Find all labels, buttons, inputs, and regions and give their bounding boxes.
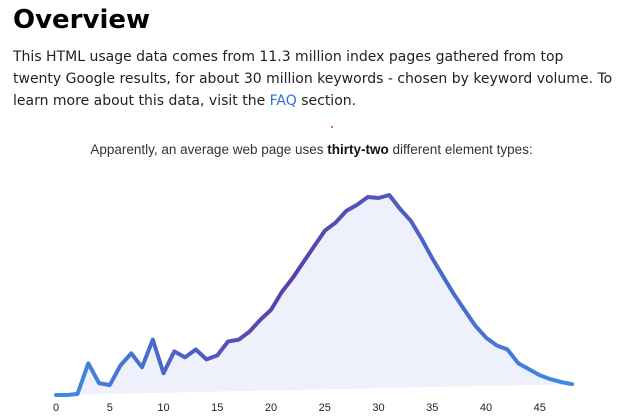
caption-text: Apparently, an average web page uses bbox=[90, 142, 328, 157]
x-axis-ticks: 0 5 10 15 20 25 30 35 40 45 bbox=[53, 402, 546, 414]
intro-text-end: section. bbox=[296, 93, 357, 109]
intro-paragraph: This HTML usage data comes from 11.3 mil… bbox=[13, 46, 613, 112]
series-line-layer bbox=[54, 193, 574, 397]
area-fill bbox=[56, 195, 572, 395]
x-tick-label: 40 bbox=[480, 402, 492, 414]
x-tick-label: 25 bbox=[319, 402, 331, 414]
x-tick-label: 15 bbox=[211, 402, 223, 414]
caption-text-end: different element types: bbox=[388, 142, 533, 157]
x-tick-label: 35 bbox=[426, 402, 438, 414]
faq-link[interactable]: FAQ bbox=[269, 93, 297, 109]
x-tick-label: 10 bbox=[157, 402, 169, 414]
area-fill-layer bbox=[56, 195, 572, 395]
element-types-chart: 0 5 10 15 20 25 30 35 40 45 bbox=[53, 193, 574, 414]
caption-emphasis: thirty-two bbox=[327, 142, 389, 157]
x-tick-label: 0 bbox=[53, 402, 59, 414]
page-title: Overview bbox=[13, 5, 151, 35]
x-tick-label: 30 bbox=[372, 402, 384, 414]
x-tick-label: 45 bbox=[534, 402, 546, 414]
intro-text: This HTML usage data comes from 11.3 mil… bbox=[13, 49, 613, 109]
x-tick-label: 5 bbox=[107, 402, 113, 414]
x-tick-label: 20 bbox=[265, 402, 277, 414]
chart-caption: Apparently, an average web page uses thi… bbox=[0, 142, 623, 157]
decorative-dot bbox=[331, 126, 333, 128]
series-line bbox=[54, 193, 574, 397]
